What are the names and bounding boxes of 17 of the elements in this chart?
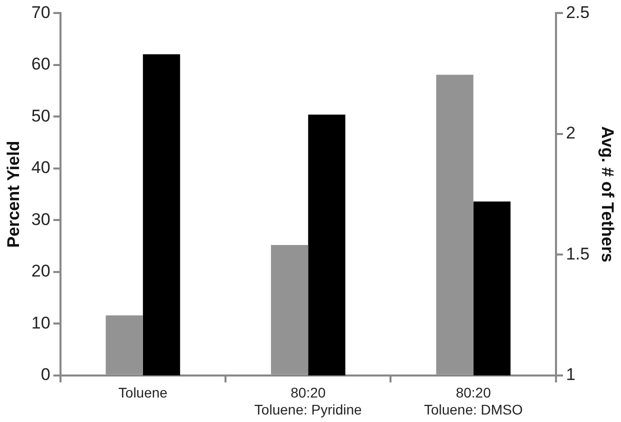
y-tick-label: 50	[31, 106, 50, 126]
y-tick-label: 60	[31, 54, 50, 74]
y2-tick-label: 2.5	[566, 2, 590, 22]
y-axis-title: Percent Yield	[4, 140, 23, 248]
x-tick-label: 80:20 Toluene: Pyridine	[254, 384, 362, 418]
y2-tick-label: 1	[566, 365, 576, 384]
y-tick-label: 70	[31, 2, 50, 22]
y2-axis-title: Avg. # of Tethers	[598, 126, 618, 262]
x-tick-label: Toluene	[118, 384, 168, 401]
y-tick-label: 40	[31, 158, 50, 178]
y-tick-label: 20	[31, 262, 50, 281]
y2-tick-label: 1.5	[566, 244, 590, 264]
y-tick-label: 0	[40, 365, 50, 384]
y2-tick-label: 2	[566, 124, 576, 143]
y-tick-label: 30	[31, 210, 50, 229]
y-tick-label: 10	[31, 313, 50, 332]
x-tick-label: 80:20 Toluene: DMSO	[424, 384, 523, 418]
